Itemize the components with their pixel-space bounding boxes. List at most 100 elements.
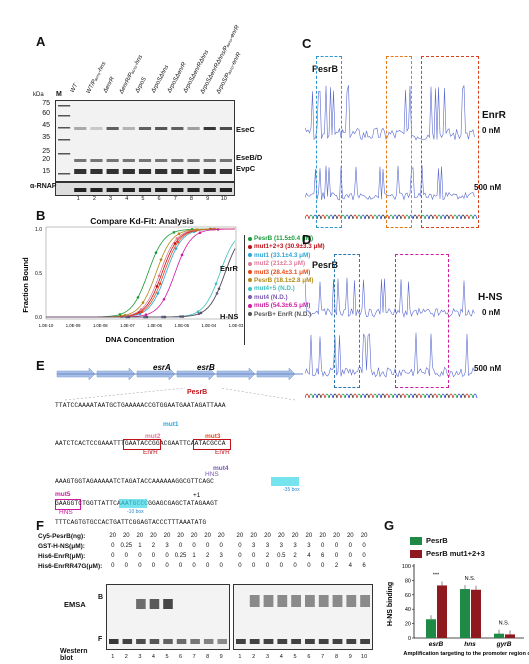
f-cell: 6 <box>362 563 366 569</box>
rnap-band <box>74 188 87 192</box>
seq-line: TTATCCAAAATAATGCTGAAAAACCGTGGAATGAATAGAT… <box>55 402 226 409</box>
ladder-band <box>58 139 71 141</box>
base-peak <box>328 393 334 399</box>
chart-legend: PesrB (11.5±0.4 μM) mut1+2+3 (30.9±3.3 μM… <box>248 235 368 319</box>
strain-label: ΔenrR <box>102 76 116 94</box>
mw-tick: 45 <box>42 122 50 129</box>
data-point <box>145 315 149 319</box>
legend-swatch <box>248 261 252 266</box>
f-cell: 0 <box>279 563 283 569</box>
f-cell: 3 <box>307 543 311 549</box>
f-cell: 0 <box>111 543 115 549</box>
base-peak <box>436 214 442 220</box>
emsa-right <box>233 584 373 650</box>
free-dna-band <box>203 639 214 644</box>
data-point <box>176 240 180 244</box>
box35-label: -35 box <box>283 487 300 493</box>
base-peak <box>468 393 474 399</box>
g-legend-item-1: PesrB <box>410 536 485 545</box>
f-cell: 20 <box>319 533 327 539</box>
base-peak <box>376 393 382 399</box>
band-esec: EseC <box>236 125 255 134</box>
f-cell: 3 <box>293 543 297 549</box>
base-peak <box>428 393 434 399</box>
trace-c <box>305 85 478 220</box>
f-cell: 0 <box>219 543 223 549</box>
rnap-band <box>155 188 168 192</box>
binding-curve <box>46 228 235 318</box>
bound-band <box>249 595 260 607</box>
gene-esrb: esrB <box>197 363 215 372</box>
f-cell: 20 <box>291 533 299 539</box>
base-peak <box>436 393 442 399</box>
legend-row: mut3 (28.4±3.1 μM) <box>248 269 368 276</box>
f-cell: 3 <box>265 543 270 549</box>
band-evpc: EvpC <box>236 164 256 173</box>
g-category: hns <box>464 641 476 648</box>
panel-f-label: F <box>36 518 44 533</box>
base-peak <box>332 393 338 399</box>
chart-title: Compare Kd-Fit: Analysis <box>90 216 194 226</box>
base-peak <box>392 393 398 399</box>
blot-bands-a <box>58 105 232 175</box>
f-cell: 0 <box>321 563 325 569</box>
data-point <box>199 311 203 315</box>
protein-d: H-NS <box>478 292 503 303</box>
ladder-band <box>58 173 71 175</box>
f-cell: 3 <box>279 543 283 549</box>
g-ytick: 60 <box>405 593 411 599</box>
esec-band <box>187 127 200 130</box>
f-cell: 0 <box>192 543 196 549</box>
bound-band <box>291 595 301 607</box>
western-blot-a <box>55 100 235 182</box>
legend-swatch <box>248 244 252 249</box>
f-cell: 4 <box>307 553 311 559</box>
legend-swatch <box>248 303 252 308</box>
f-cell: 6 <box>321 553 325 559</box>
rnap-band <box>219 188 232 192</box>
seq-line: AAAGTGGTAGAAAAATCTAGATACCAAAAAAGGCGTTCAG… <box>55 478 215 485</box>
base-peak <box>380 393 386 399</box>
data-point <box>172 230 176 234</box>
data-point <box>140 310 144 314</box>
legend-swatch <box>248 253 252 258</box>
f-cell: 0 <box>165 563 169 569</box>
ladder-band <box>58 105 71 107</box>
legend-swatch <box>248 278 252 283</box>
box-c-blue <box>316 56 342 228</box>
promoter-e: PesrB <box>187 389 207 396</box>
eseb-band <box>203 159 216 162</box>
data-point <box>175 237 179 240</box>
base-peak <box>456 214 462 220</box>
legend-text: mut3 (28.4±3.1 μM) <box>254 268 311 276</box>
promoter-c: PesrB <box>312 64 339 74</box>
eseb-band <box>90 159 103 162</box>
f-cell: 0 <box>124 563 128 569</box>
binding-curve <box>46 248 236 318</box>
mut4-label: mut4 <box>213 465 229 472</box>
lane-number: 6 <box>307 654 311 660</box>
g-bar <box>426 619 436 638</box>
box35-highlight <box>271 477 299 486</box>
emsa-left <box>106 584 230 650</box>
xtick: 1.0E-06 <box>147 323 162 328</box>
data-point <box>155 285 159 288</box>
base-peak <box>324 393 330 399</box>
f-cell: 20 <box>177 533 184 539</box>
base-peak <box>396 214 402 220</box>
base-peak <box>372 214 378 220</box>
legend-row: PesrB (18.1±2.8 μM) <box>248 277 368 284</box>
data-point <box>174 247 178 250</box>
base-peak <box>360 214 366 220</box>
esec-band <box>203 127 216 130</box>
base-peak <box>396 393 402 399</box>
f-cell: 0 <box>138 563 142 569</box>
box-d-blue <box>334 254 360 388</box>
base-peak <box>320 393 326 399</box>
esec-band <box>106 127 119 130</box>
lane-number: 5 <box>293 654 297 660</box>
mut2-label: mut2 <box>145 433 161 440</box>
legend-swatch <box>248 312 252 317</box>
g-bar <box>437 585 447 638</box>
base-peak <box>344 393 350 399</box>
